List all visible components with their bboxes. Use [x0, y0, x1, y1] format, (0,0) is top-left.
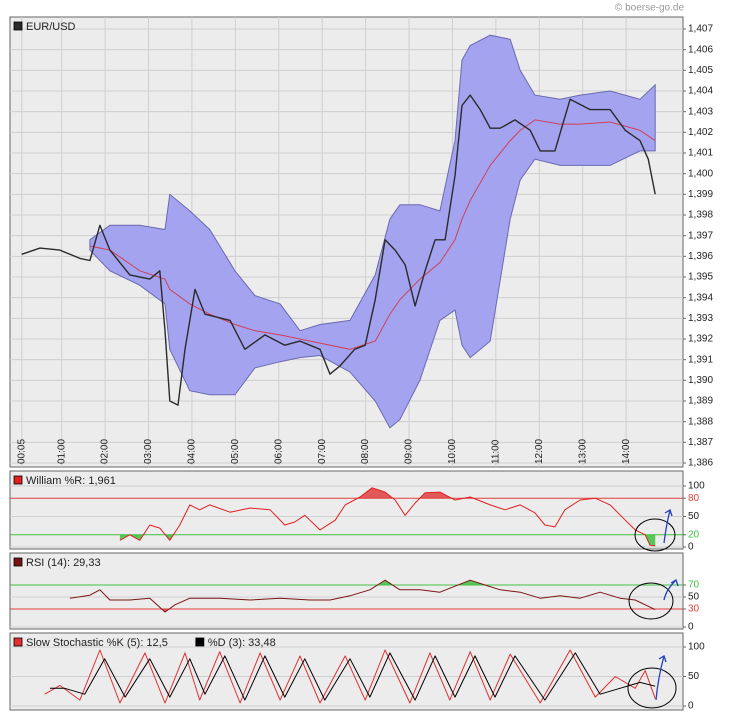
y-tick-label: 1,407: [688, 24, 713, 35]
x-tick-label: 14:00: [621, 439, 632, 464]
x-tick-label: 08:00: [360, 439, 371, 464]
y-tick-label: 1,397: [688, 230, 713, 241]
y-tick-label: 1,394: [688, 292, 713, 303]
y-tick-label: 1,402: [688, 127, 713, 138]
panel: [9, 552, 684, 630]
band-middle: [89, 119, 656, 350]
x-tick-label: 03:00: [143, 439, 154, 464]
annotation: [628, 582, 674, 620]
y-tick-label: 1,393: [688, 313, 713, 324]
x-tick-label: 11:00: [491, 439, 502, 464]
x-tick-label: 00:05: [16, 439, 27, 464]
annotation: [663, 509, 671, 544]
watermark: © boerse-go.de: [615, 3, 685, 14]
annotation: [627, 667, 677, 709]
y-tick-label: 0: [688, 622, 694, 633]
y-tick-label: 1,395: [688, 272, 713, 283]
annotation: [634, 518, 676, 552]
y-tick-label: 1,401: [688, 148, 713, 159]
bollinger-band: [89, 34, 656, 429]
y-tick-label: 1,390: [688, 375, 713, 386]
y-tick-label: 100: [688, 481, 705, 492]
y-tick-label: 80: [688, 493, 700, 504]
legend-label: %D (3): 33,48: [208, 637, 276, 649]
legend-label: William %R: 1,961: [26, 475, 116, 487]
legend-swatch: [13, 557, 23, 567]
y-tick-label: 50: [688, 511, 700, 522]
x-tick-label: 04:00: [187, 439, 198, 464]
x-tick-label: 02:00: [100, 439, 111, 464]
y-tick-label: 1,392: [688, 334, 713, 345]
legend-swatch: [13, 637, 23, 647]
y-tick-label: 1,406: [688, 44, 713, 55]
y-tick-label: 0: [688, 542, 694, 553]
y-tick-label: 1,399: [688, 189, 713, 200]
panel: [9, 632, 684, 711]
y-tick-label: 1,389: [688, 396, 713, 407]
y-tick-label: 1,391: [688, 354, 713, 365]
y-tick-label: 1,400: [688, 168, 713, 179]
x-tick-label: 09:00: [404, 439, 415, 464]
y-tick-label: 1,388: [688, 416, 713, 427]
y-tick-label: 20: [688, 529, 700, 540]
x-tick-label: 01:00: [56, 439, 67, 464]
y-tick-label: 1,398: [688, 210, 713, 221]
annotation: [664, 509, 673, 517]
annotation: [658, 655, 667, 663]
x-tick-label: 07:00: [317, 439, 328, 464]
y-tick-label: 70: [688, 580, 700, 591]
y-tick-label: 1,396: [688, 251, 713, 262]
y-tick-label: 1,386: [688, 458, 713, 469]
annotation: [670, 579, 679, 587]
x-tick-label: 05:00: [230, 439, 241, 464]
legend-label: Slow Stochastic %K (5): 12,5: [26, 637, 168, 649]
series-line: [21, 94, 656, 406]
legend-label: RSI (14): 29,33: [26, 557, 101, 569]
legend-swatch: [13, 21, 23, 31]
y-tick-label: 1,387: [688, 437, 713, 448]
series-line: [119, 487, 656, 547]
legend-swatch: [13, 475, 23, 485]
legend-swatch: [195, 637, 205, 647]
y-tick-label: 0: [688, 701, 694, 712]
series-line: [49, 652, 656, 701]
level-fill: [119, 487, 656, 499]
legend-label: EUR/USD: [26, 21, 76, 33]
series-line: [44, 649, 656, 704]
annotation: [655, 655, 665, 701]
y-tick-label: 1,405: [688, 65, 713, 76]
x-tick-label: 10:00: [447, 439, 458, 464]
y-tick-label: 50: [688, 592, 700, 603]
x-tick-label: 06:00: [273, 439, 284, 464]
y-tick-label: 50: [688, 671, 700, 682]
x-tick-label: 13:00: [577, 439, 588, 464]
y-tick-label: 30: [688, 604, 700, 615]
y-tick-label: 100: [688, 642, 705, 653]
x-tick-label: 12:00: [534, 439, 545, 464]
y-tick-label: 1,403: [688, 106, 713, 117]
y-tick-label: 1,404: [688, 86, 713, 97]
series-line: [69, 579, 656, 613]
